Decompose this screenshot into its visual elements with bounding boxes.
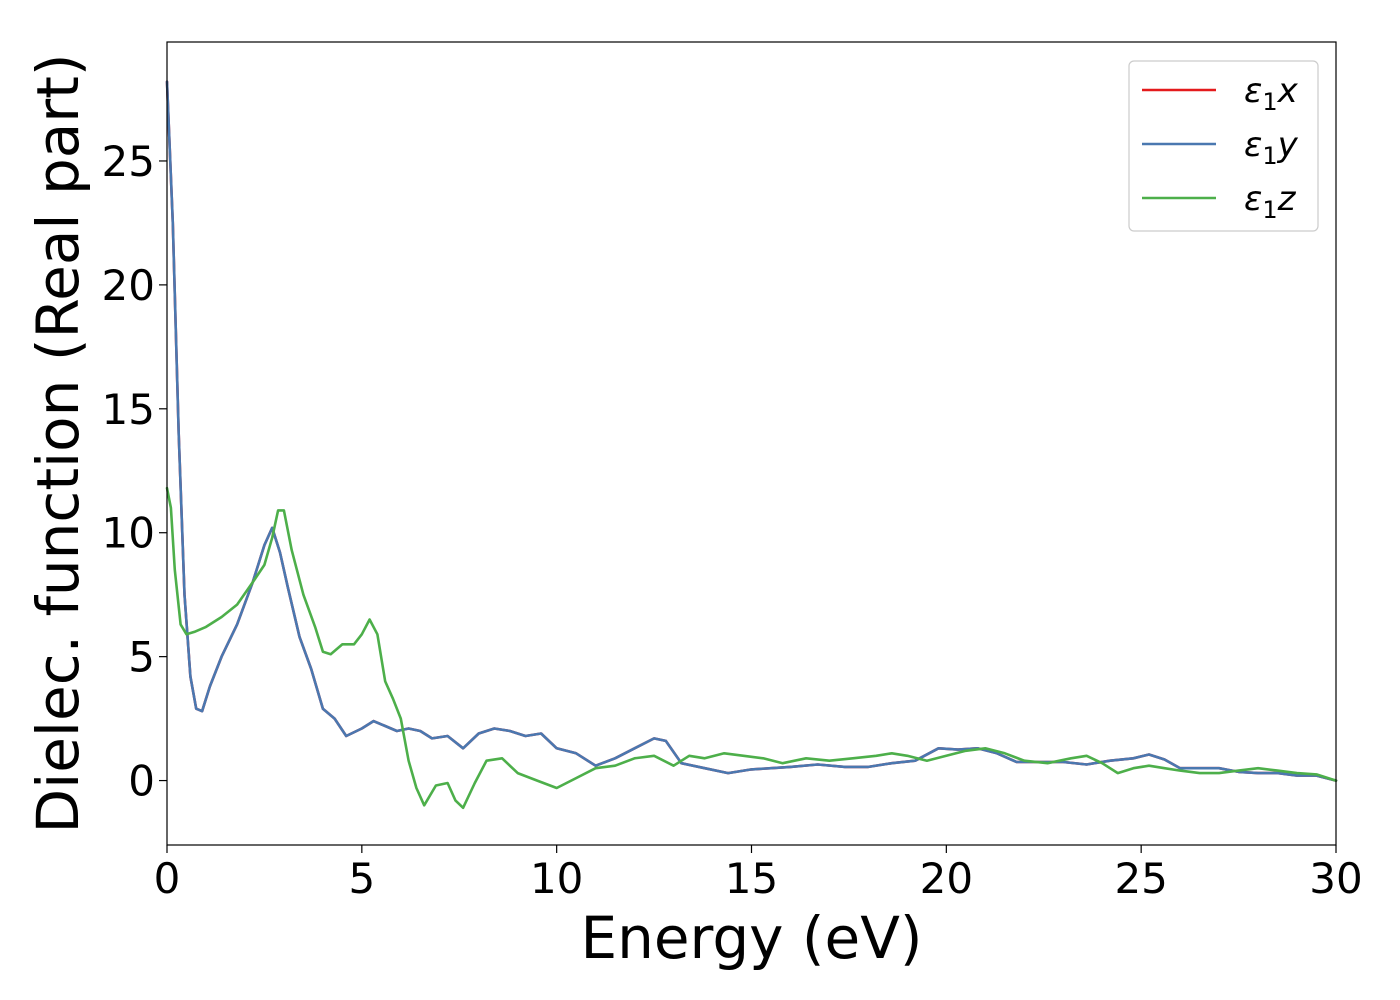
y-tick-label: 10 [102,509,155,558]
series-layer [165,80,1338,810]
x-tick-label: 30 [1309,854,1362,903]
y-tick-label: 15 [102,385,155,434]
legend-label-x: ε1x [1244,71,1299,116]
legend-label-subscript: 1 [1262,88,1277,116]
legend-label-subscript: 1 [1262,196,1277,224]
x-tick-label: 5 [348,854,375,903]
y-axis-ticks: 0 5 10 15 20 25 [102,137,167,806]
legend-label-variable: z [1277,179,1297,219]
y-axis-title: Dielec. function (Real part) [24,53,92,833]
series-line-z [165,486,1338,810]
legend-box [1128,60,1319,232]
x-tick-label: 20 [920,854,973,903]
legend-label-variable: y [1277,125,1299,165]
x-axis-ticks: 0 5 10 15 20 25 30 [154,845,1363,903]
x-tick-label: 10 [530,854,583,903]
x-tick-label: 15 [725,854,778,903]
legend-label-y: ε1y [1244,125,1299,170]
x-tick-label: 25 [1114,854,1167,903]
x-axis-title: Energy (eV) [580,904,922,972]
legend-label-variable: x [1277,71,1299,111]
series-line-y [165,80,1338,782]
y-tick-label: 0 [128,757,155,806]
y-tick-label: 5 [128,633,155,682]
legend-label-z: ε1z [1244,179,1297,224]
y-tick-label: 25 [102,137,155,186]
legend-label-base: ε [1244,125,1262,165]
legend-label-subscript: 1 [1262,142,1277,170]
legend-label-base: ε [1244,179,1262,219]
legend-label-base: ε [1244,71,1262,111]
x-tick-label: 0 [154,854,181,903]
y-tick-label: 20 [102,261,155,310]
